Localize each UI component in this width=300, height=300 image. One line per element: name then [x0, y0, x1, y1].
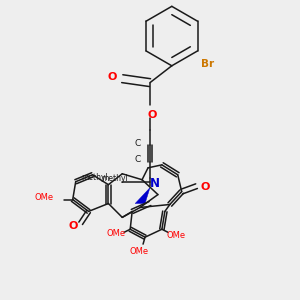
Text: N: N — [150, 177, 160, 190]
Text: OMe: OMe — [35, 193, 54, 202]
Text: O: O — [147, 110, 157, 120]
Text: C: C — [135, 155, 141, 164]
Text: methyl: methyl — [82, 173, 108, 182]
Text: methyl: methyl — [101, 174, 128, 183]
Text: C: C — [135, 139, 141, 148]
Text: OMe: OMe — [130, 247, 149, 256]
Polygon shape — [135, 188, 150, 203]
Text: OMe: OMe — [107, 229, 126, 238]
Text: Br: Br — [202, 59, 214, 69]
Text: OMe: OMe — [166, 231, 185, 240]
Text: O: O — [108, 72, 117, 82]
Text: O: O — [68, 221, 77, 231]
Text: O: O — [201, 182, 210, 192]
